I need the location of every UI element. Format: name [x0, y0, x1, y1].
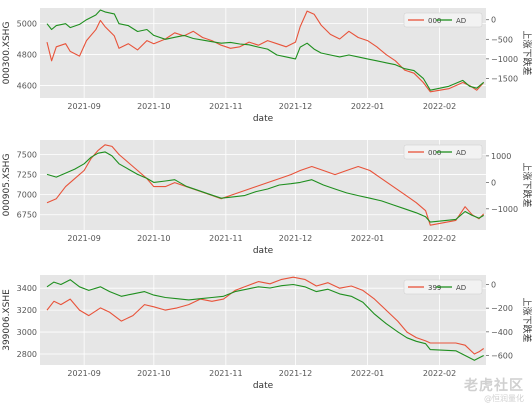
watermark-primary: 老虎社区 [464, 378, 524, 394]
x-axis-label: date [253, 381, 274, 391]
y-tick-label: 5000 [17, 20, 37, 29]
y-tick-label: 7250 [17, 171, 37, 180]
y-tick-label: 6750 [17, 211, 37, 220]
x-tick-label: 2021-09 [67, 369, 100, 378]
x-tick-label: 2022-01 [351, 369, 384, 378]
y2-tick-label: −400 [491, 328, 513, 337]
series-line-ad [46, 151, 484, 223]
x-tick-label: 2021-10 [137, 234, 170, 243]
y2-axis-label: 上涨下跌差 [521, 162, 532, 207]
y-axis-label: 399006.XSHE [2, 289, 12, 351]
y-axis-label: 000300.XSHG [2, 22, 12, 85]
y2-axis-label: 上涨下跌差 [521, 30, 532, 75]
y2-tick-label: 1000 [491, 152, 511, 161]
chart-panel-2: 2021-09 2021-10 2021-11 2021-12 2022-01 2022-… [2, 140, 532, 256]
x-tick-label: 2022-02 [423, 234, 456, 243]
x-tick-label: 2021-11 [209, 369, 242, 378]
y-tick-label: 7000 [17, 191, 37, 200]
x-tick-label: 2021-12 [279, 369, 312, 378]
y2-tick-label: −1000 [491, 205, 518, 214]
legend-label-index: 000 [428, 149, 441, 157]
y-tick-label: 7500 [17, 150, 37, 159]
x-tick-label: 2022-02 [423, 369, 456, 378]
legend: 000 AD [403, 144, 483, 160]
x-tick-label: 2022-01 [351, 102, 384, 111]
legend-label-ad: AD [456, 149, 466, 157]
y-axis-label: 000905.XSHG [2, 154, 12, 217]
x-tick-label: 2021-09 [67, 102, 100, 111]
y-tick-label: 2800 [17, 350, 37, 359]
legend-label-ad: AD [456, 284, 466, 292]
chart-panel-3: 2021-09 2021-10 2021-11 2021-12 2022-01 2022-… [2, 275, 532, 391]
y2-axis-label: 上涨下跌差 [521, 297, 532, 342]
watermark-secondary: @恒润量化 [484, 394, 524, 403]
legend-label-ad: AD [456, 17, 466, 25]
y2-tick-label: −600 [491, 352, 513, 361]
y-tick-label: 3400 [17, 284, 37, 293]
x-axis-label: date [253, 114, 274, 124]
x-axis-label: date [253, 246, 274, 256]
legend: 000 AD [403, 12, 483, 28]
x-tick-label: 2021-10 [137, 102, 170, 111]
x-tick-label: 2022-02 [423, 102, 456, 111]
y-tick-label: 4800 [17, 51, 37, 60]
series-line-ad [46, 9, 485, 91]
y2-tick-label: 0 [491, 280, 496, 289]
x-tick-label: 2021-11 [209, 102, 242, 111]
legend-label-index: 000 [428, 17, 441, 25]
legend-label-index: 399 [428, 284, 441, 292]
series-line-index [46, 144, 485, 226]
y2-tick-label: 0 [491, 16, 496, 25]
y-tick-label: 3000 [17, 328, 37, 337]
watermark: 老虎社区 @恒润量化 [464, 375, 524, 404]
y2-tick-label: −1000 [491, 55, 518, 64]
series-line-ad [46, 279, 484, 361]
y2-tick-label: −500 [491, 35, 513, 44]
x-tick-label: 2021-11 [209, 234, 242, 243]
series-line-index [46, 276, 485, 355]
y2-tick-label: −1500 [491, 74, 518, 83]
x-tick-label: 2021-09 [67, 234, 100, 243]
y-tick-label: 4600 [17, 82, 37, 91]
chart-panel-1: 2021-09 2021-10 2021-11 2021-12 2022-01 2022-… [2, 8, 532, 124]
x-tick-label: 2021-12 [279, 234, 312, 243]
legend: 399 AD [403, 279, 483, 295]
x-tick-label: 2022-01 [351, 234, 384, 243]
x-tick-label: 2021-10 [137, 369, 170, 378]
series-line-index [46, 10, 485, 93]
y2-tick-label: 0 [491, 178, 496, 187]
y2-tick-label: −200 [491, 304, 513, 313]
x-tick-label: 2021-12 [279, 102, 312, 111]
y-tick-label: 3200 [17, 306, 37, 315]
